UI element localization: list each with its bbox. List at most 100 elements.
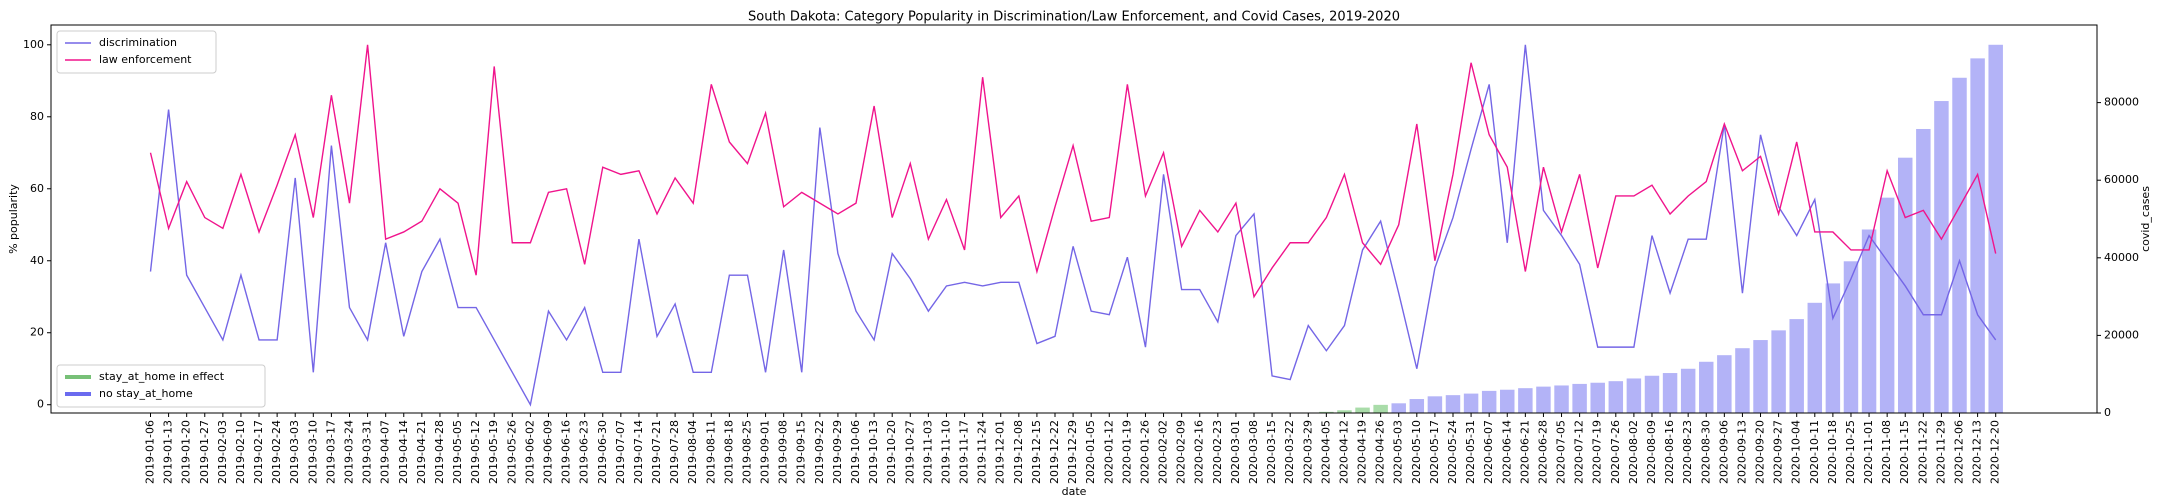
x-tick-label: 2020-03-22 [1283,420,1296,484]
x-tick-label: 2020-11-22 [1916,420,1929,484]
x-tick-label: 2020-11-01 [1862,420,1875,484]
x-tick-label: 2020-02-16 [1193,420,1206,484]
x-tick-label: 2019-05-26 [505,420,518,484]
x-tick-label: 2019-07-14 [632,420,645,484]
x-tick-label: 2020-01-19 [1120,420,1133,484]
bar [1843,261,1859,413]
x-tick-label: 2019-11-24 [976,420,989,484]
bar [1481,390,1497,413]
x-tick-label: 2019-06-09 [541,420,554,484]
x-tick-label: 2019-12-08 [1012,420,1025,484]
x-tick-label: 2019-03-17 [324,420,337,484]
x-tick-label: 2020-05-03 [1392,420,1405,484]
x-tick-label: 2020-07-26 [1609,420,1622,484]
bar [1427,396,1443,413]
x-tick-label: 2019-03-03 [288,420,301,484]
y-tick-label: 80 [30,110,44,123]
x-tick-label: 2019-01-20 [180,420,193,484]
x-tick-label: 2019-06-23 [578,420,591,484]
x-tick-label: 2020-04-05 [1319,420,1332,484]
x-tick-label: 2019-10-27 [903,420,916,484]
x-tick-label: 2019-03-10 [306,420,319,484]
x-tick-label: 2019-04-21 [415,420,428,484]
x-tick-label: 2019-05-19 [487,420,500,484]
bar [1536,386,1551,413]
legend-label: law enforcement [99,53,192,66]
line-1 [149,44,1997,299]
x-tick-label: 2020-06-28 [1536,420,1549,484]
bar [1879,197,1895,413]
x-tick-label: 2019-08-04 [686,420,699,484]
x-tick-label: 2019-02-17 [252,420,265,484]
bar [1735,348,1750,413]
x-tick-label: 2020-10-04 [1790,420,1803,484]
x-tick-label: 2019-09-29 [831,420,844,484]
x-tick-label: 2020-08-23 [1681,420,1694,484]
x-tick-label: 2019-12-15 [1030,420,1043,484]
x-tick-label: 2020-01-12 [1102,420,1115,484]
plot-frame [50,24,2098,414]
bar [1554,385,1569,413]
x-tick-label: 2020-10-25 [1844,420,1857,484]
x-tick-label: 2020-07-19 [1591,420,1604,484]
x-tick-label: 2019-07-28 [668,420,681,484]
x-tick-label: 2020-03-15 [1265,420,1278,484]
x-tick-label: 2020-04-19 [1356,420,1369,484]
bar [1680,368,1696,413]
bar [1825,283,1841,413]
x-tick-label: 2019-11-03 [921,420,934,484]
x-tick-label: 2019-06-02 [523,420,536,484]
x-tick-label: 2019-02-03 [216,420,229,484]
legend-label: no stay_at_home [99,387,193,400]
y-tick-label: 20 [30,326,44,339]
x-tick-label: 2019-06-30 [596,420,609,484]
x-tick-label: 2020-09-13 [1735,420,1748,484]
bar [1807,302,1823,413]
x-tick-label: 2020-02-23 [1211,420,1224,484]
x-tick-label: 2020-06-14 [1500,420,1513,484]
x-tick-label: 2020-01-26 [1138,420,1151,484]
x-tick-label: 2020-07-05 [1555,420,1568,484]
bar [1463,393,1479,413]
x-tick-label: 2019-01-13 [162,420,175,484]
x-tick-label: 2020-12-13 [1971,420,1984,484]
bar [1662,373,1678,413]
x-tick-label: 2020-05-31 [1464,420,1477,484]
x-tick-label: 2020-01-05 [1084,420,1097,484]
bar [1934,101,1949,413]
bar [1572,383,1587,413]
x-tick-label: 2020-07-12 [1573,420,1586,484]
x-tick-label: 2020-12-20 [1989,420,2002,484]
x-tick-label: 2019-12-22 [1048,420,1061,484]
x-tick-label: 2020-11-29 [1934,420,1947,484]
bar [1445,395,1461,413]
x-tick-label: 2020-08-09 [1645,420,1658,484]
legend-label: stay_at_home in effect [99,370,225,383]
y-tick-label: 60 [30,182,44,195]
x-tick-label: 2019-11-17 [958,420,971,484]
bar [1916,128,1931,413]
x-tick-label: 2020-03-29 [1301,420,1314,484]
x-tick-label: 2019-11-10 [939,420,952,484]
bar [1952,77,1967,413]
bar [1626,378,1642,413]
x-tick-label: 2019-05-12 [469,420,482,484]
x-tick-label: 2019-09-22 [813,420,826,484]
x-tick-label: 2019-01-27 [198,420,211,484]
bar [1355,407,1370,413]
bar [1771,330,1786,413]
x-tick-label: 2020-08-16 [1663,420,1676,484]
x-tick-label: 2019-04-28 [433,420,446,484]
x-tick-label: 2020-10-18 [1826,420,1839,484]
x-tick-label: 2019-10-20 [885,420,898,484]
x-tick-label: 2019-05-05 [451,420,464,484]
x-tick-label: 2020-06-21 [1518,420,1531,484]
x-tick-label: 2019-09-15 [795,420,808,484]
y-tick-label: 0 [37,398,44,411]
x-tick-label: 2020-08-02 [1627,420,1640,484]
y2-tick-label: 40000 [2104,251,2139,264]
bar [1699,361,1714,413]
x-tick-label: 2020-02-09 [1175,420,1188,484]
x-tick-label: 2019-02-24 [270,420,283,484]
